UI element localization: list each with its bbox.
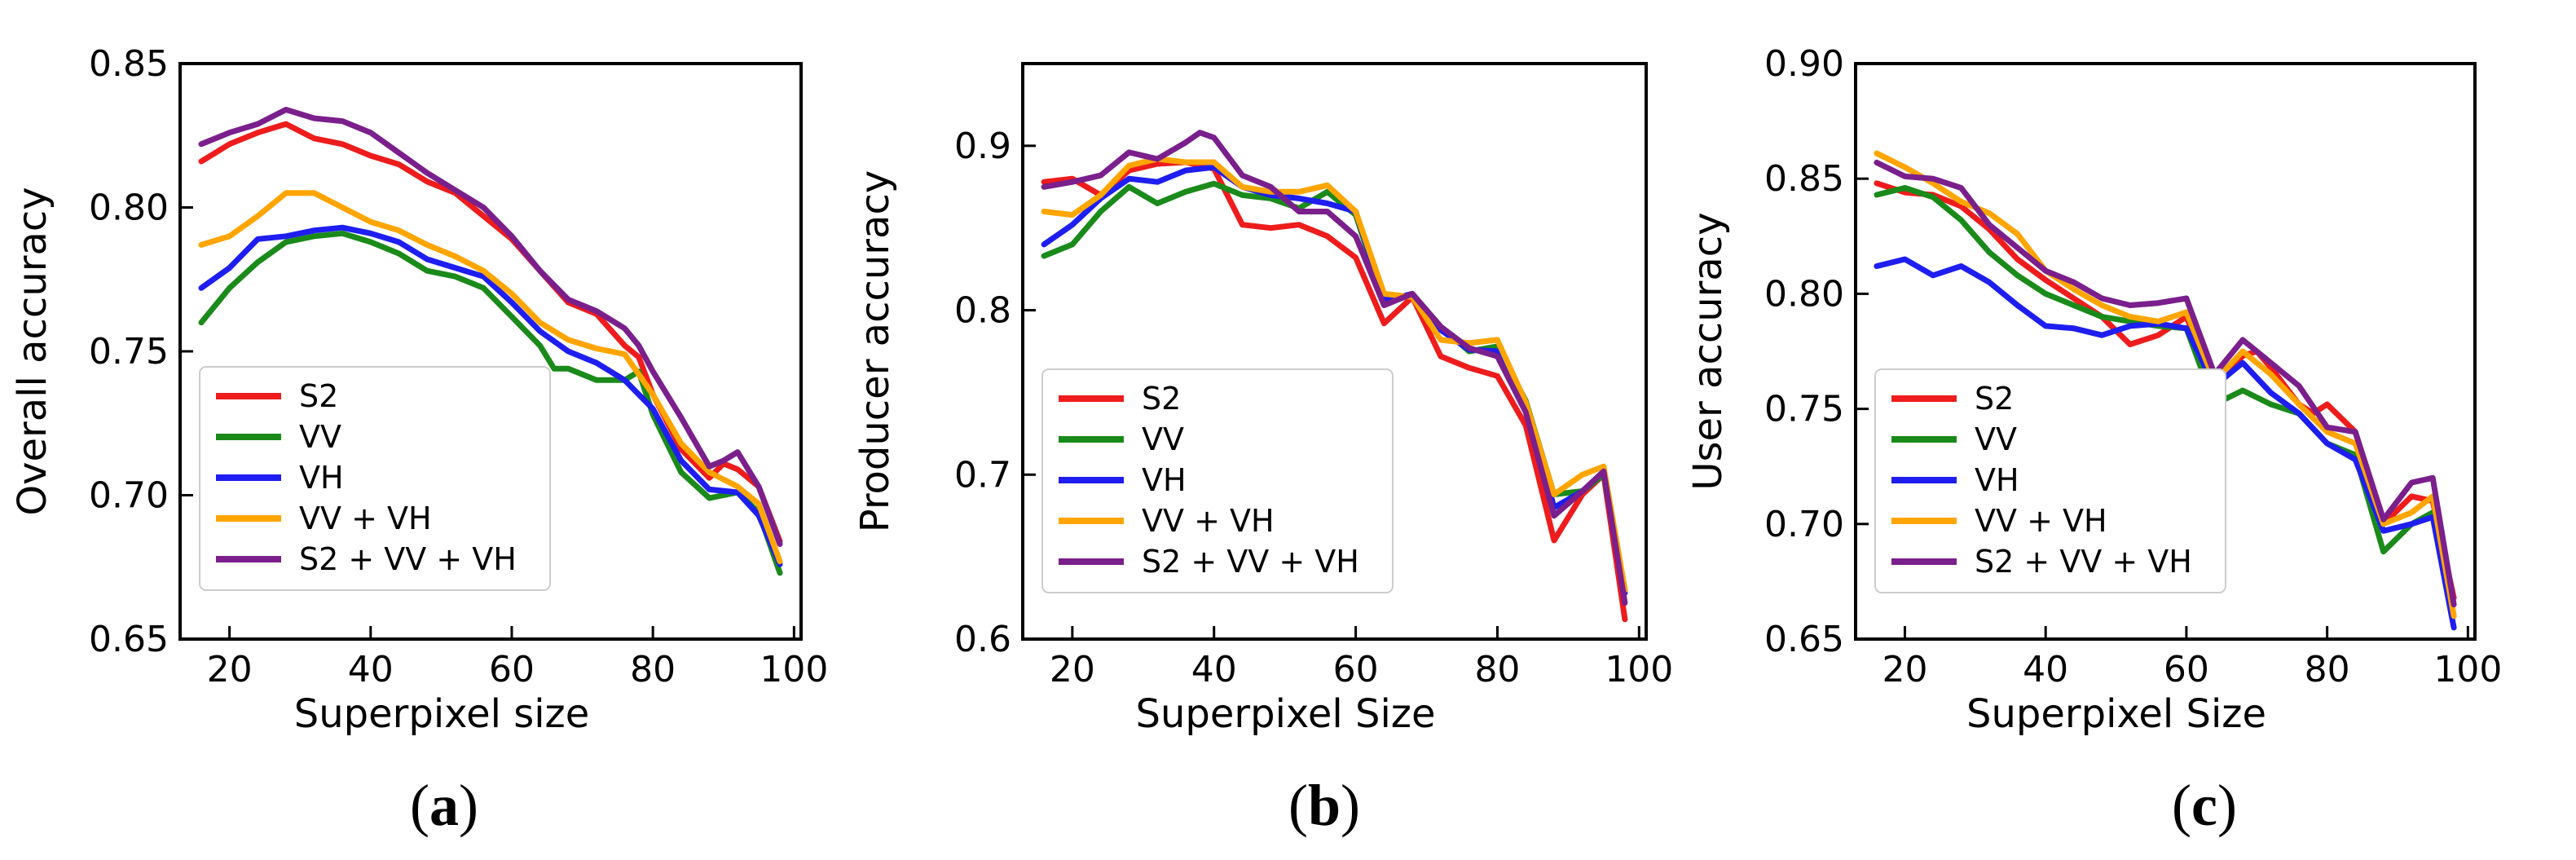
panel-label-letter: a — [429, 773, 459, 838]
legend: S2 VV VH VV + VH S2 + VV + VH — [1041, 368, 1394, 593]
plot-frame — [1021, 62, 1648, 641]
legend-label: VH — [1142, 462, 1187, 498]
panel-b: 20 40 60 80 100 0.6 0.7 0.8 0.9 Superpixel Size Pr… — [852, 62, 1673, 838]
legend-label: S2 + VV + VH — [1142, 544, 1359, 580]
legend-label: S2 — [299, 378, 338, 414]
x-axis-title: Superpixel Size — [1135, 691, 1435, 737]
panel-label-close: ) — [1341, 773, 1360, 838]
panel-label-letter: c — [2191, 773, 2217, 838]
y-axis-title: Producer accuracy — [852, 170, 898, 533]
x-tick-label: 80 — [630, 649, 676, 690]
y-tick-label: 0.70 — [89, 475, 169, 517]
series-line-vv-vh — [198, 190, 783, 565]
x-axis-title: Superpixel size — [294, 691, 590, 737]
panel-label: (c) — [2172, 773, 2237, 838]
legend-box — [199, 366, 551, 591]
y-tick-label: 0.75 — [89, 331, 169, 373]
y-tick-label: 0.7 — [954, 454, 1011, 496]
x-tick-label: 60 — [489, 649, 535, 690]
x-tick-label: 20 — [207, 649, 253, 690]
x-tick-label: 100 — [2433, 649, 2502, 690]
series-line-vv-vh — [1041, 156, 1628, 593]
x-tick-label: 20 — [1050, 649, 1095, 690]
legend-label: VV + VH — [1975, 503, 2107, 539]
panel-label-open: ( — [410, 773, 429, 838]
y-tick-label: 0.80 — [1764, 273, 1844, 315]
series-line-s2 — [1041, 159, 1628, 623]
panel-label: (a) — [410, 773, 478, 838]
legend-label: VV — [299, 419, 341, 455]
panel-label-close: ) — [459, 773, 478, 838]
plot-frame — [1854, 62, 2477, 641]
x-tick-label: 100 — [760, 649, 828, 690]
legend-label: S2 — [1975, 381, 2014, 417]
x-tick-label: 80 — [2305, 649, 2350, 690]
legend-box — [1041, 368, 1394, 593]
panel-c: 20 40 60 80 100 0.65 0.70 0.75 0.80 0.85 0.90 Super… — [1685, 43, 2502, 838]
y-tick-label: 0.9 — [954, 126, 1011, 167]
panel-label: (b) — [1288, 773, 1360, 838]
series-line-vh — [198, 224, 783, 567]
y-axis-title: Overall accuracy — [10, 187, 55, 515]
x-tick-label: 60 — [2164, 649, 2209, 690]
panel-a: 20 40 60 80 100 0.65 0.70 0.75 0.80 0.85 Superpixe… — [10, 43, 828, 838]
y-tick-label: 0.80 — [89, 187, 169, 229]
series-line-s2-vv-vh — [1041, 130, 1628, 606]
x-tick-label: 80 — [1474, 649, 1520, 690]
x-tick-label: 40 — [348, 649, 394, 690]
legend: S2 VV VH VV + VH S2 + VV + VH — [199, 366, 551, 591]
legend-box — [1874, 368, 2226, 593]
x-tick-label: 40 — [1191, 649, 1237, 690]
x-tick-label: 60 — [1333, 649, 1379, 690]
y-tick-label: 0.8 — [954, 290, 1011, 332]
x-axis-title: Superpixel Size — [1966, 691, 2266, 737]
legend-label: VV — [1142, 421, 1184, 457]
legend: S2 VV VH VV + VH S2 + VV + VH — [1874, 368, 2226, 593]
panel-label-close: ) — [2217, 773, 2237, 838]
legend-label: S2 + VV + VH — [299, 541, 517, 577]
series-line-s2-vv-vh — [1874, 159, 2457, 608]
y-axis-title: User accuracy — [1685, 212, 1731, 490]
y-tick-label: 0.85 — [1764, 158, 1844, 200]
series-line-vh — [1874, 256, 2457, 631]
legend-label: VV — [1975, 421, 2017, 457]
series-line-s2-vv-vh — [198, 107, 783, 547]
panel-label-letter: b — [1308, 773, 1341, 838]
x-tick-label: 40 — [2023, 649, 2068, 690]
y-tick-label: 0.75 — [1764, 389, 1844, 430]
y-tick-label: 0.90 — [1764, 43, 1844, 85]
legend-label: VH — [299, 460, 344, 496]
legend-label: VH — [1975, 462, 2019, 498]
x-tick-label: 100 — [1605, 649, 1673, 690]
x-tick-label: 20 — [1882, 649, 1927, 690]
series-line-vv — [198, 230, 783, 576]
y-tick-label: 0.65 — [89, 619, 169, 660]
legend-label: VV + VH — [1142, 503, 1275, 539]
y-tick-label: 0.65 — [1764, 619, 1844, 660]
y-tick-label: 0.85 — [89, 43, 169, 85]
legend-label: S2 — [1142, 381, 1181, 417]
y-tick-label: 0.70 — [1764, 504, 1844, 545]
panel-label-open: ( — [1288, 773, 1308, 838]
y-tick-label: 0.6 — [954, 619, 1011, 660]
panel-label-open: ( — [2172, 773, 2191, 838]
legend-label: S2 + VV + VH — [1975, 544, 2192, 580]
legend-label: VV + VH — [299, 501, 432, 536]
